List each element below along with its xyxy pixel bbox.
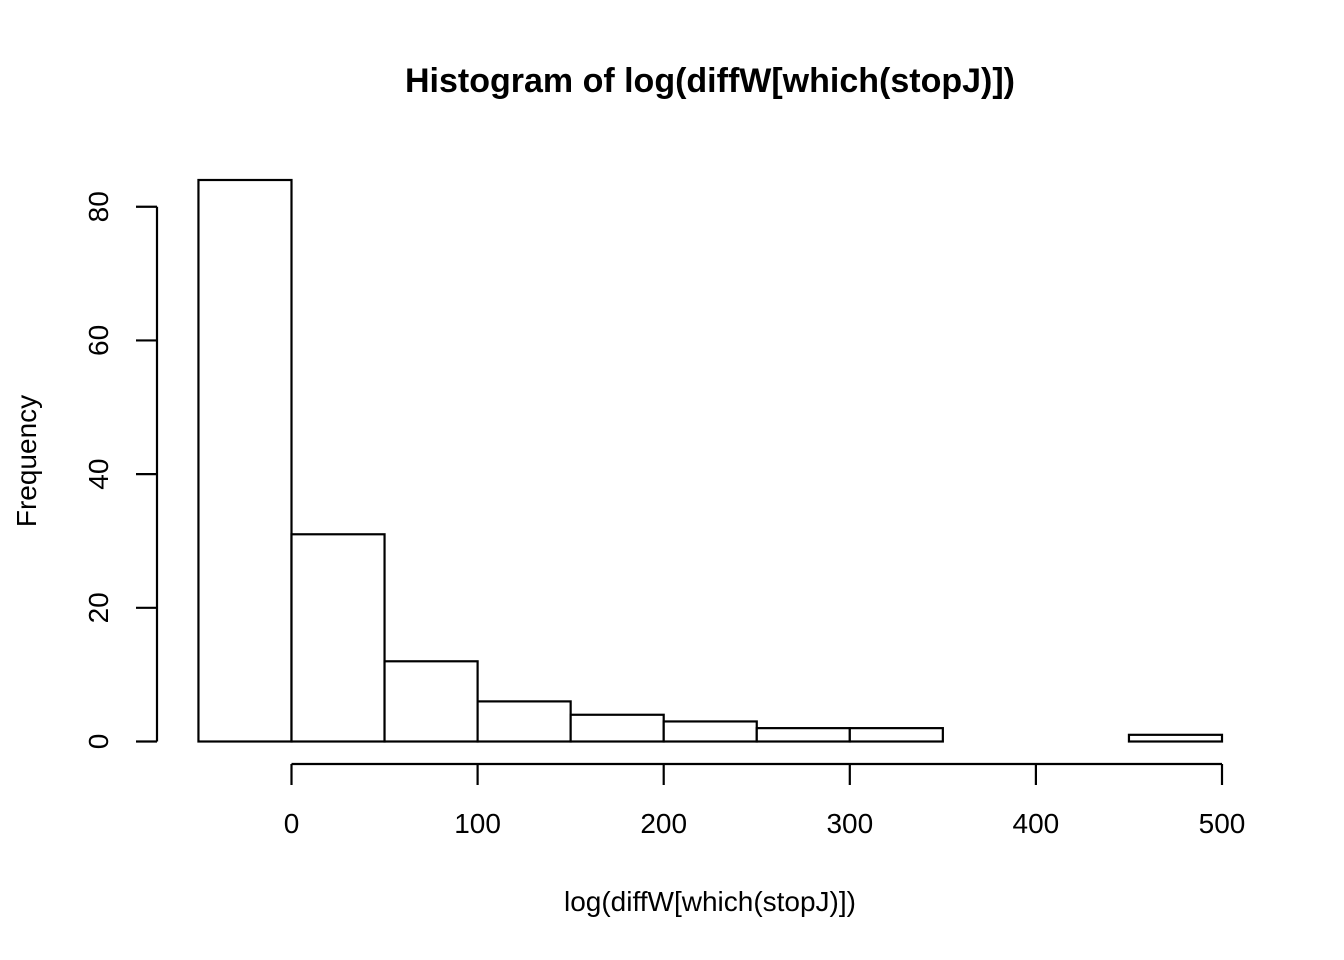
y-tick-label-3: 60 bbox=[83, 325, 114, 356]
x-tick-label-3: 300 bbox=[826, 808, 873, 839]
histogram-bar-6 bbox=[755, 727, 851, 743]
histogram-bar-2 bbox=[383, 660, 479, 743]
x-axis: 0 100 200 300 400 500 bbox=[284, 762, 1246, 839]
histogram-bar-7 bbox=[848, 727, 944, 743]
y-tick-label-0: 0 bbox=[83, 734, 114, 750]
x-tick-label-5: 500 bbox=[1199, 808, 1246, 839]
histogram-bar-0 bbox=[197, 178, 293, 743]
x-tick-label-0: 0 bbox=[284, 808, 300, 839]
y-tick-label-1: 20 bbox=[83, 592, 114, 623]
x-tick-label-1: 100 bbox=[454, 808, 501, 839]
histogram-bar-10 bbox=[1127, 733, 1224, 743]
y-axis: 0 20 40 60 80 bbox=[83, 191, 159, 750]
x-axis-label: log(diffW[which(stopJ)]) bbox=[564, 886, 856, 917]
histogram-bar-4 bbox=[569, 713, 665, 743]
y-tick-label-4: 80 bbox=[83, 191, 114, 222]
histogram-bar-1 bbox=[290, 533, 386, 743]
bars-group bbox=[197, 178, 1224, 743]
y-tick-label-2: 40 bbox=[83, 459, 114, 490]
chart-title: Histogram of log(diffW[which(stopJ)]) bbox=[405, 62, 1015, 100]
y-axis-label: Frequency bbox=[11, 395, 42, 527]
x-tick-label-4: 400 bbox=[1013, 808, 1060, 839]
histogram-bar-3 bbox=[476, 700, 572, 743]
x-tick-label-2: 200 bbox=[640, 808, 687, 839]
histogram-bar-5 bbox=[662, 720, 758, 743]
